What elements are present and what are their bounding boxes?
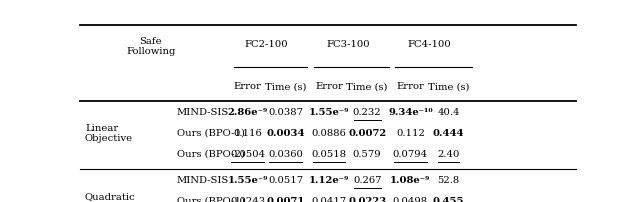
Text: Quadratic
Objective: Quadratic Objective: [85, 191, 136, 202]
Text: 0.0518: 0.0518: [312, 149, 346, 158]
Text: Error: Error: [315, 82, 343, 91]
Text: 2.40: 2.40: [437, 149, 460, 158]
Text: 40.4: 40.4: [437, 107, 460, 116]
Text: 2.86e⁻⁹: 2.86e⁻⁹: [228, 107, 268, 116]
Text: 0.0034: 0.0034: [267, 128, 305, 137]
Text: 0.0504: 0.0504: [230, 149, 265, 158]
Text: Ours (BPO-2): Ours (BPO-2): [177, 149, 244, 158]
Text: 0.0071: 0.0071: [267, 196, 305, 202]
Text: Error: Error: [234, 82, 262, 91]
Text: MIND-SIS: MIND-SIS: [177, 175, 229, 184]
Text: Error: Error: [396, 82, 424, 91]
Text: 0.0886: 0.0886: [312, 128, 346, 137]
Text: 0.0794: 0.0794: [393, 149, 428, 158]
Text: MIND-SIS: MIND-SIS: [177, 107, 229, 116]
Text: 0.0517: 0.0517: [268, 175, 303, 184]
Text: 0.0243: 0.0243: [230, 196, 265, 202]
Text: 0.0072: 0.0072: [348, 128, 387, 137]
Text: Time (s): Time (s): [346, 82, 388, 91]
Text: 0.0223: 0.0223: [348, 196, 387, 202]
Text: Time (s): Time (s): [265, 82, 307, 91]
Text: 0.444: 0.444: [433, 128, 464, 137]
Text: 0.0417: 0.0417: [312, 196, 347, 202]
Text: 0.267: 0.267: [353, 175, 381, 184]
Text: 0.455: 0.455: [433, 196, 464, 202]
Text: 0.112: 0.112: [396, 128, 425, 137]
Text: 1.55e⁻⁹: 1.55e⁻⁹: [227, 175, 268, 184]
Text: Time (s): Time (s): [428, 82, 469, 91]
Text: 1.12e⁻⁹: 1.12e⁻⁹: [309, 175, 349, 184]
Text: 0.579: 0.579: [353, 149, 381, 158]
Text: 1.55e⁻⁹: 1.55e⁻⁹: [308, 107, 349, 116]
Text: Safe
Following: Safe Following: [126, 37, 175, 56]
Text: Ours (BPO-1): Ours (BPO-1): [177, 196, 244, 202]
Text: FC4-100: FC4-100: [407, 40, 451, 49]
Text: 0.0360: 0.0360: [268, 149, 303, 158]
Text: FC3-100: FC3-100: [326, 40, 370, 49]
Text: 52.8: 52.8: [437, 175, 460, 184]
Text: FC2-100: FC2-100: [244, 40, 288, 49]
Text: 9.34e⁻¹⁰: 9.34e⁻¹⁰: [388, 107, 433, 116]
Text: 0.0498: 0.0498: [393, 196, 428, 202]
Text: 1.08e⁻⁹: 1.08e⁻⁹: [390, 175, 431, 184]
Text: 0.116: 0.116: [233, 128, 262, 137]
Text: 0.0387: 0.0387: [268, 107, 303, 116]
Text: 0.232: 0.232: [353, 107, 381, 116]
Text: Linear
Objective: Linear Objective: [85, 123, 133, 142]
Text: Ours (BPO-1): Ours (BPO-1): [177, 128, 244, 137]
